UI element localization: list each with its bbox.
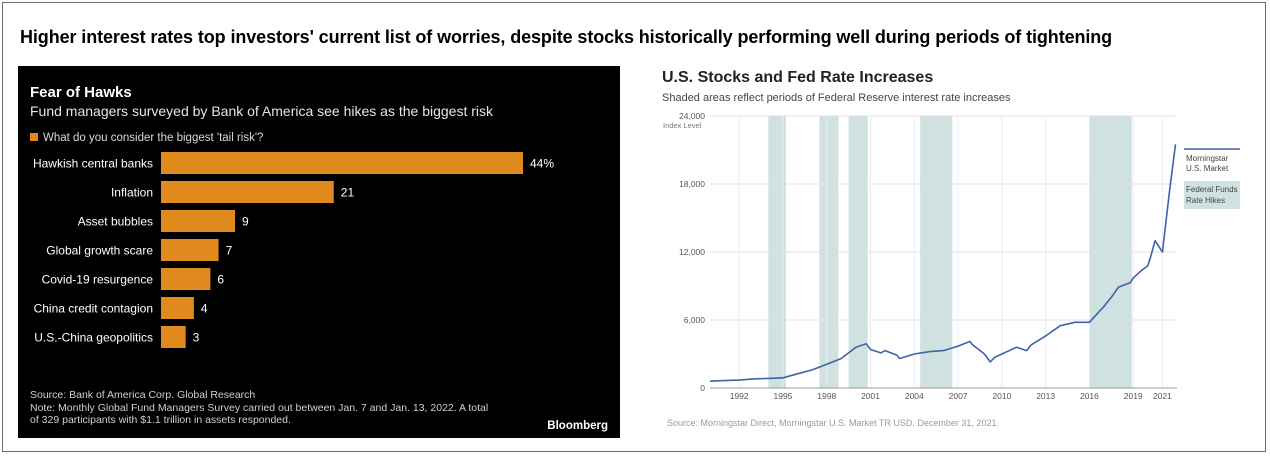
bar-category-label-3: Global growth scare xyxy=(46,244,153,258)
tail-risk-chart-panel: Fear of Hawks Fund managers surveyed by … xyxy=(18,66,620,438)
headline: Higher interest rates top investors' cur… xyxy=(20,27,1113,47)
bar-0 xyxy=(161,152,523,174)
x-tick-label-4: 2004 xyxy=(905,391,924,401)
bar-category-label-6: U.S.-China geopolitics xyxy=(34,331,153,345)
x-tick-label-1: 1995 xyxy=(774,391,793,401)
legend-label-hikes-1: Federal Funds xyxy=(1186,185,1238,194)
bar-value-label-0: 44% xyxy=(530,157,554,171)
x-tick-label-8: 2016 xyxy=(1080,391,1099,401)
tail-risk-note-line1: Note: Monthly Global Fund Managers Surve… xyxy=(30,402,489,414)
legend-shade-swatch xyxy=(1184,181,1240,209)
bar-value-label-4: 6 xyxy=(217,273,224,287)
legend-swatch xyxy=(30,133,38,141)
stocks-fed-chart-panel: U.S. Stocks and Fed Rate Increases Shade… xyxy=(640,66,1260,438)
bar-5 xyxy=(161,297,194,319)
bar-category-label-2: Asset bubbles xyxy=(78,215,153,229)
y-axis-label: Index Level xyxy=(663,121,702,130)
bar-category-label-5: China credit contagion xyxy=(34,302,153,316)
y-tick-label-2: 12,000 xyxy=(679,247,705,257)
tail-risk-source: Source: Bank of America Corp. Global Res… xyxy=(30,389,256,401)
bar-category-label-4: Covid-19 resurgence xyxy=(42,273,154,287)
x-tick-label-0: 1992 xyxy=(730,391,749,401)
stocks-fed-chart-subtitle: Shaded areas reflect periods of Federal … xyxy=(662,92,1011,104)
bar-4 xyxy=(161,268,211,290)
morningstar-index-line xyxy=(709,144,1177,382)
legend-label-index-2: U.S. Market xyxy=(1186,164,1229,173)
legend-label: What do you consider the biggest 'tail r… xyxy=(43,132,264,144)
stocks-fed-chart-title: U.S. Stocks and Fed Rate Increases xyxy=(662,69,934,86)
bar-3 xyxy=(161,239,219,261)
x-tick-label-5: 2007 xyxy=(949,391,968,401)
bar-category-label-1: Inflation xyxy=(111,186,153,200)
bar-value-label-1: 21 xyxy=(341,186,355,200)
tail-risk-bar-chart: Hawkish central banks 44% Inflation 21 Asset… xyxy=(33,152,554,348)
bloomberg-logo: Bloomberg xyxy=(547,420,608,432)
y-tick-label-4: 24,000 xyxy=(679,111,705,121)
tail-risk-note-line2: of 329 participants with $1.1 trillion i… xyxy=(30,414,291,426)
bar-1 xyxy=(161,181,334,203)
x-tick-label-6: 2010 xyxy=(992,391,1011,401)
bar-value-label-2: 9 xyxy=(242,215,249,229)
bar-2 xyxy=(161,210,236,232)
bar-value-label-6: 3 xyxy=(193,331,200,345)
tail-risk-chart-title: Fear of Hawks xyxy=(30,84,132,101)
bar-category-label-0: Hawkish central banks xyxy=(33,157,153,171)
x-tick-label-9: 2019 xyxy=(1124,391,1143,401)
tail-risk-legend: What do you consider the biggest 'tail r… xyxy=(30,132,263,144)
stocks-fed-source: Source: Morningstar Direct, Morningstar … xyxy=(667,418,999,428)
x-tick-label-7: 2013 xyxy=(1036,391,1055,401)
bar-6 xyxy=(161,326,186,348)
legend-label-hikes-2: Rate Hikes xyxy=(1186,196,1225,205)
legend-label-index-1: Morningstar xyxy=(1186,154,1229,163)
y-tick-label-3: 18,000 xyxy=(679,179,705,189)
bar-value-label-5: 4 xyxy=(201,302,208,316)
bar-value-label-3: 7 xyxy=(226,244,233,258)
x-tick-label-10: 2021 xyxy=(1153,391,1172,401)
x-tick-label-2: 1998 xyxy=(817,391,836,401)
tail-risk-chart-subtitle: Fund managers surveyed by Bank of Americ… xyxy=(30,103,494,119)
y-tick-label-0: 0 xyxy=(700,383,705,393)
x-tick-label-3: 2001 xyxy=(861,391,880,401)
y-tick-label-1: 6,000 xyxy=(684,315,706,325)
